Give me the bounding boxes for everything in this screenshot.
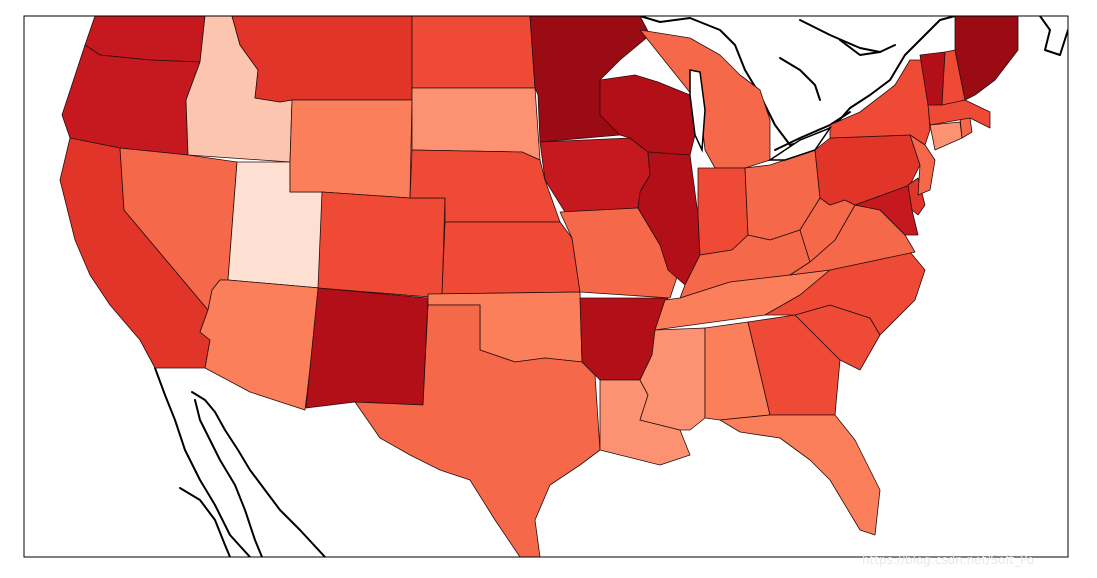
state-TX [354,304,601,557]
state-MI [639,29,771,169]
state-CT [929,121,963,151]
state-AZ [199,279,321,411]
state-WY [289,99,413,199]
state-FL [719,414,881,536]
state-ME [954,16,1019,101]
state-MT [231,16,413,103]
state-ND [411,16,536,89]
state-NJ [909,134,936,196]
state-IA [539,137,651,213]
state-RI [959,117,973,139]
state-DE [907,177,926,216]
state-KS [441,221,581,295]
state-SD [411,87,541,161]
state-CO [317,191,446,299]
state-IL [637,151,701,286]
state-GA [747,314,841,416]
state-NY [829,59,931,146]
state-NM [305,287,429,409]
state-OR [61,44,201,156]
map-frame [23,15,1069,558]
watermark-text: https://blog.csdn.net/Soft_Po [862,553,1035,567]
state-NC [764,251,926,336]
states-layer [59,16,1019,557]
great-lakes [689,69,833,161]
